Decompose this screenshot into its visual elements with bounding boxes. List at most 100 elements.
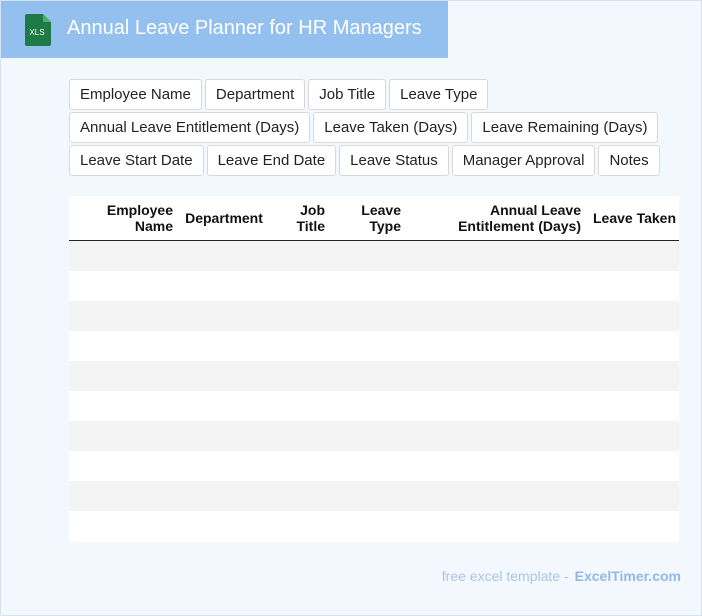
footer-link[interactable]: ExcelTimer.com: [574, 568, 681, 584]
table-row: [69, 451, 679, 481]
table-cell: [407, 301, 587, 331]
table-cell: [407, 481, 587, 511]
field-chip: Leave End Date: [206, 145, 337, 176]
field-chip: Leave Status: [339, 145, 449, 176]
field-chip: Annual Leave Entitlement (Days): [69, 112, 311, 143]
column-header: Annual Leave Entitlement (Days): [407, 196, 587, 241]
table-cell: [331, 421, 407, 451]
table-cell: [269, 271, 331, 301]
table-cell: [331, 331, 407, 361]
table-cell: [587, 271, 679, 301]
table-cell: [587, 391, 679, 421]
table-row: [69, 331, 679, 361]
table-cell: [69, 271, 179, 301]
table-row: [69, 361, 679, 391]
table-cell: [69, 391, 179, 421]
table-row: [69, 481, 679, 511]
table-cell: [331, 511, 407, 541]
table-cell: [269, 421, 331, 451]
table-cell: [69, 361, 179, 391]
field-chip: Employee Name: [69, 79, 202, 110]
table-cell: [179, 481, 269, 511]
field-row: Annual Leave Entitlement (Days) Leave Tak…: [69, 112, 659, 143]
table-cell: [69, 301, 179, 331]
table: Employee Name Department Job Title Leave Ty…: [69, 196, 679, 542]
field-row: Employee Name Department Job Title Leave Ty…: [69, 79, 659, 110]
title: Annual Leave Planner for HR Managers: [67, 17, 422, 39]
field-chip: Leave Taken (Days): [313, 112, 469, 143]
table-cell: [179, 301, 269, 331]
table-cell: [69, 331, 179, 361]
field-chip: Manager Approval: [451, 145, 596, 176]
table-cell: [69, 240, 179, 271]
table-cell: [407, 421, 587, 451]
table-cell: [269, 391, 331, 421]
table-cell: [331, 240, 407, 271]
table-cell: [179, 271, 269, 301]
field-chip: Notes: [598, 145, 660, 176]
table-cell: [179, 391, 269, 421]
table-row: [69, 421, 679, 451]
table-cell: [331, 481, 407, 511]
table-cell: [331, 301, 407, 331]
table-cell: [587, 331, 679, 361]
table-cell: [587, 451, 679, 481]
table-row: [69, 301, 679, 331]
table-cell: [69, 421, 179, 451]
table-row: [69, 511, 679, 541]
column-header: Department: [179, 196, 269, 241]
field-chip: Leave Type: [389, 79, 489, 110]
table-cell: [69, 511, 179, 541]
field-chip: Leave Remaining (Days): [471, 112, 659, 143]
table-cell: [269, 511, 331, 541]
table-cell: [179, 451, 269, 481]
column-header: Employee Name: [69, 196, 179, 241]
table-cell: [331, 361, 407, 391]
table-cell: [407, 271, 587, 301]
table-cell: [587, 511, 679, 541]
field-row: Leave Start Date Leave End Date Leave Stat…: [69, 145, 660, 176]
table-row: [69, 271, 679, 301]
table-cell: [179, 331, 269, 361]
table-cell: [179, 421, 269, 451]
table-cell: [269, 240, 331, 271]
table-cell: [269, 301, 331, 331]
table-cell: [587, 481, 679, 511]
header: XLS Annual Leave Planner for HR Managers: [1, 1, 448, 58]
table-cell: [407, 240, 587, 271]
xls-icon: XLS: [25, 14, 51, 46]
table-cell: [69, 451, 179, 481]
table-cell: [407, 391, 587, 421]
field-chip: Department: [204, 79, 306, 110]
table-cell: [407, 451, 587, 481]
table-row: [69, 240, 679, 271]
table-cell: [269, 451, 331, 481]
column-header: Leave Taken (Days): [587, 196, 679, 241]
table-grid: Employee Name Department Job Title Leave Ty…: [69, 196, 679, 541]
table-cell: [407, 361, 587, 391]
table-cell: [407, 331, 587, 361]
footer: free excel template - ExcelTimer.com: [442, 568, 681, 584]
footer-text: free excel template -: [441, 568, 569, 584]
table-cell: [587, 421, 679, 451]
table-cell: [179, 240, 269, 271]
table-cell: [179, 361, 269, 391]
table-cell: [587, 301, 679, 331]
table-cell: [407, 511, 587, 541]
table-cell: [331, 391, 407, 421]
table-cell: [269, 481, 331, 511]
table-cell: [331, 271, 407, 301]
column-header: Job Title: [269, 196, 331, 241]
table-cell: [69, 481, 179, 511]
table-cell: [587, 240, 679, 271]
field-chip: Job Title: [308, 79, 387, 110]
table-cell: [587, 361, 679, 391]
table-cell: [331, 451, 407, 481]
table-cell: [269, 361, 331, 391]
icon-label: XLS: [29, 28, 44, 37]
field-list: Employee Name Department Job Title Leave Ty…: [69, 79, 660, 178]
column-header: Leave Type: [331, 196, 407, 241]
table-cell: [269, 331, 331, 361]
table-row: [69, 391, 679, 421]
